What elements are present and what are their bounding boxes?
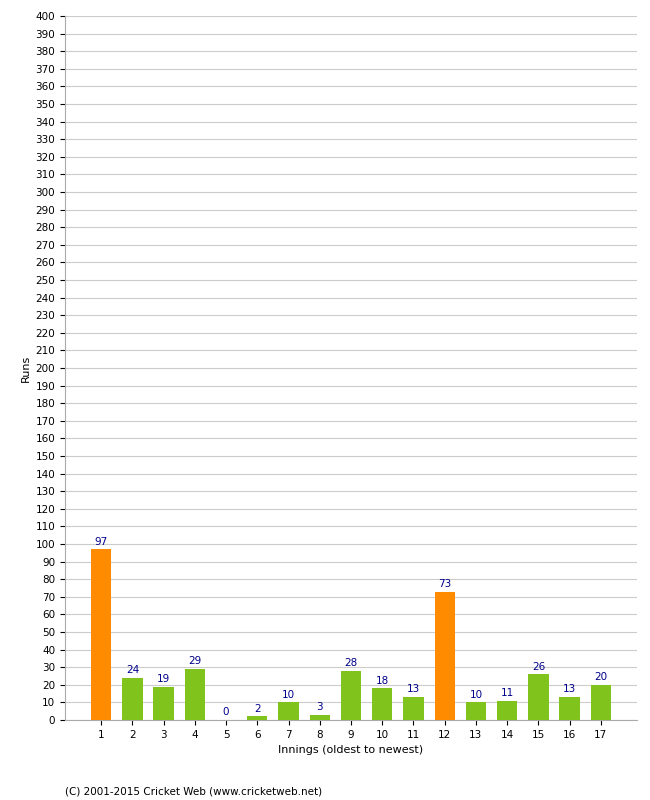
Text: 3: 3 — [317, 702, 323, 712]
Bar — [497, 701, 517, 720]
Text: 26: 26 — [532, 662, 545, 672]
Text: 18: 18 — [376, 676, 389, 686]
Bar — [153, 686, 174, 720]
Bar — [528, 674, 549, 720]
Text: 2: 2 — [254, 704, 261, 714]
Bar — [403, 697, 424, 720]
Text: 13: 13 — [407, 685, 420, 694]
Text: 10: 10 — [469, 690, 482, 700]
Bar — [591, 685, 611, 720]
Text: 20: 20 — [594, 672, 607, 682]
Bar — [185, 669, 205, 720]
Text: 13: 13 — [563, 685, 577, 694]
Text: 24: 24 — [125, 665, 139, 675]
Text: 11: 11 — [500, 688, 514, 698]
Text: 19: 19 — [157, 674, 170, 684]
Text: 73: 73 — [438, 579, 451, 589]
Bar — [466, 702, 486, 720]
Bar — [560, 697, 580, 720]
Bar — [341, 670, 361, 720]
Text: 29: 29 — [188, 656, 202, 666]
Text: 28: 28 — [344, 658, 358, 668]
X-axis label: Innings (oldest to newest): Innings (oldest to newest) — [278, 746, 424, 755]
Bar — [247, 717, 267, 720]
Y-axis label: Runs: Runs — [21, 354, 31, 382]
Text: 10: 10 — [282, 690, 295, 700]
Text: 0: 0 — [223, 707, 229, 718]
Bar — [122, 678, 142, 720]
Bar — [91, 550, 111, 720]
Bar — [372, 688, 393, 720]
Bar — [309, 714, 330, 720]
Bar — [278, 702, 299, 720]
Text: 97: 97 — [94, 537, 108, 546]
Text: (C) 2001-2015 Cricket Web (www.cricketweb.net): (C) 2001-2015 Cricket Web (www.cricketwe… — [65, 786, 322, 796]
Bar — [435, 591, 455, 720]
